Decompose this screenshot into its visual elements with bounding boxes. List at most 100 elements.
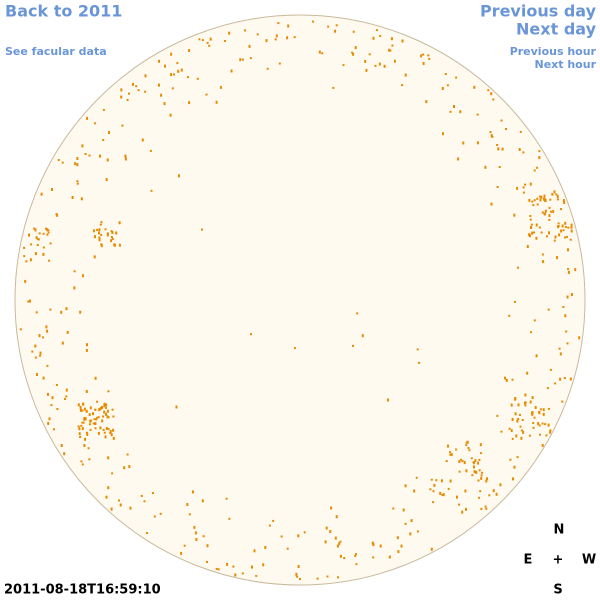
facula [178, 174, 180, 178]
facula [355, 553, 357, 556]
facula [508, 427, 511, 430]
next-hour-link[interactable]: Next hour [535, 58, 597, 71]
facula [104, 228, 107, 231]
facula [46, 329, 49, 333]
facula [146, 532, 149, 534]
facula [531, 231, 534, 235]
facula [563, 202, 566, 204]
facula [372, 36, 375, 40]
facula [102, 428, 105, 431]
facula [480, 476, 483, 480]
facula [102, 139, 105, 141]
facula [485, 479, 488, 483]
facula [25, 260, 28, 263]
facula [539, 198, 542, 202]
facula [567, 226, 570, 229]
facula [519, 425, 522, 428]
facula [496, 186, 499, 188]
facula [111, 472, 114, 475]
facula [112, 415, 115, 418]
facula [107, 390, 110, 393]
facula [71, 196, 74, 199]
facula [529, 400, 532, 404]
facula [456, 495, 458, 499]
facula [541, 443, 544, 447]
facula [544, 209, 547, 213]
facula [564, 236, 567, 239]
facula [30, 243, 33, 246]
facula [92, 422, 95, 425]
facula [215, 567, 218, 570]
facula [275, 34, 278, 38]
facula [524, 404, 527, 407]
facula [109, 430, 112, 433]
facula [501, 147, 504, 151]
facula [81, 427, 84, 431]
back-link[interactable]: Back to 2011 [5, 2, 122, 21]
facula [103, 402, 106, 406]
previous-day-link[interactable]: Previous day [480, 2, 597, 21]
facula [33, 227, 36, 230]
facula [56, 408, 59, 410]
facula [561, 400, 564, 403]
facula [113, 243, 116, 247]
facula [82, 402, 85, 406]
facula [444, 73, 447, 75]
facula [76, 163, 79, 167]
facula [563, 377, 566, 379]
facula [473, 470, 476, 473]
facula [564, 314, 567, 318]
facula [76, 180, 79, 183]
facula [303, 531, 306, 534]
previous-hour-link[interactable]: Previous hour [510, 45, 597, 58]
facula [97, 431, 100, 435]
facula [532, 422, 535, 424]
facula [420, 54, 423, 58]
facula [105, 426, 108, 430]
facula [244, 29, 246, 32]
facula [188, 101, 191, 105]
facula [461, 510, 464, 514]
facula [79, 406, 82, 409]
facula [37, 238, 40, 241]
facula [80, 460, 83, 463]
facula [61, 341, 64, 345]
facula [312, 20, 315, 23]
next-day-link[interactable]: Next day [516, 20, 597, 39]
facula [526, 371, 529, 375]
facula [355, 563, 358, 566]
facula [99, 407, 102, 410]
facula [98, 238, 101, 242]
facula [85, 431, 88, 434]
facula [105, 412, 107, 416]
facula [449, 479, 452, 483]
facula [202, 535, 205, 538]
facula [478, 496, 481, 499]
facular-link[interactable]: See facular data [5, 45, 107, 58]
facula [569, 377, 572, 381]
facula [442, 493, 445, 497]
facula [530, 226, 532, 229]
facula [500, 430, 503, 433]
facula [570, 229, 573, 233]
facula [383, 64, 386, 68]
facula [141, 138, 144, 142]
facula [535, 223, 538, 227]
facula [404, 522, 407, 525]
facula [351, 51, 354, 54]
facula [339, 540, 342, 543]
facula [524, 401, 527, 404]
facula [209, 37, 212, 41]
facula [104, 435, 107, 439]
facula [77, 403, 80, 407]
facula [455, 76, 458, 79]
facula [570, 293, 573, 296]
facula [326, 575, 329, 578]
facula [512, 477, 514, 481]
facula [119, 503, 122, 507]
facula [538, 226, 541, 229]
facula [528, 434, 531, 437]
facula [47, 229, 50, 232]
facula [39, 351, 42, 355]
facula [416, 348, 419, 351]
